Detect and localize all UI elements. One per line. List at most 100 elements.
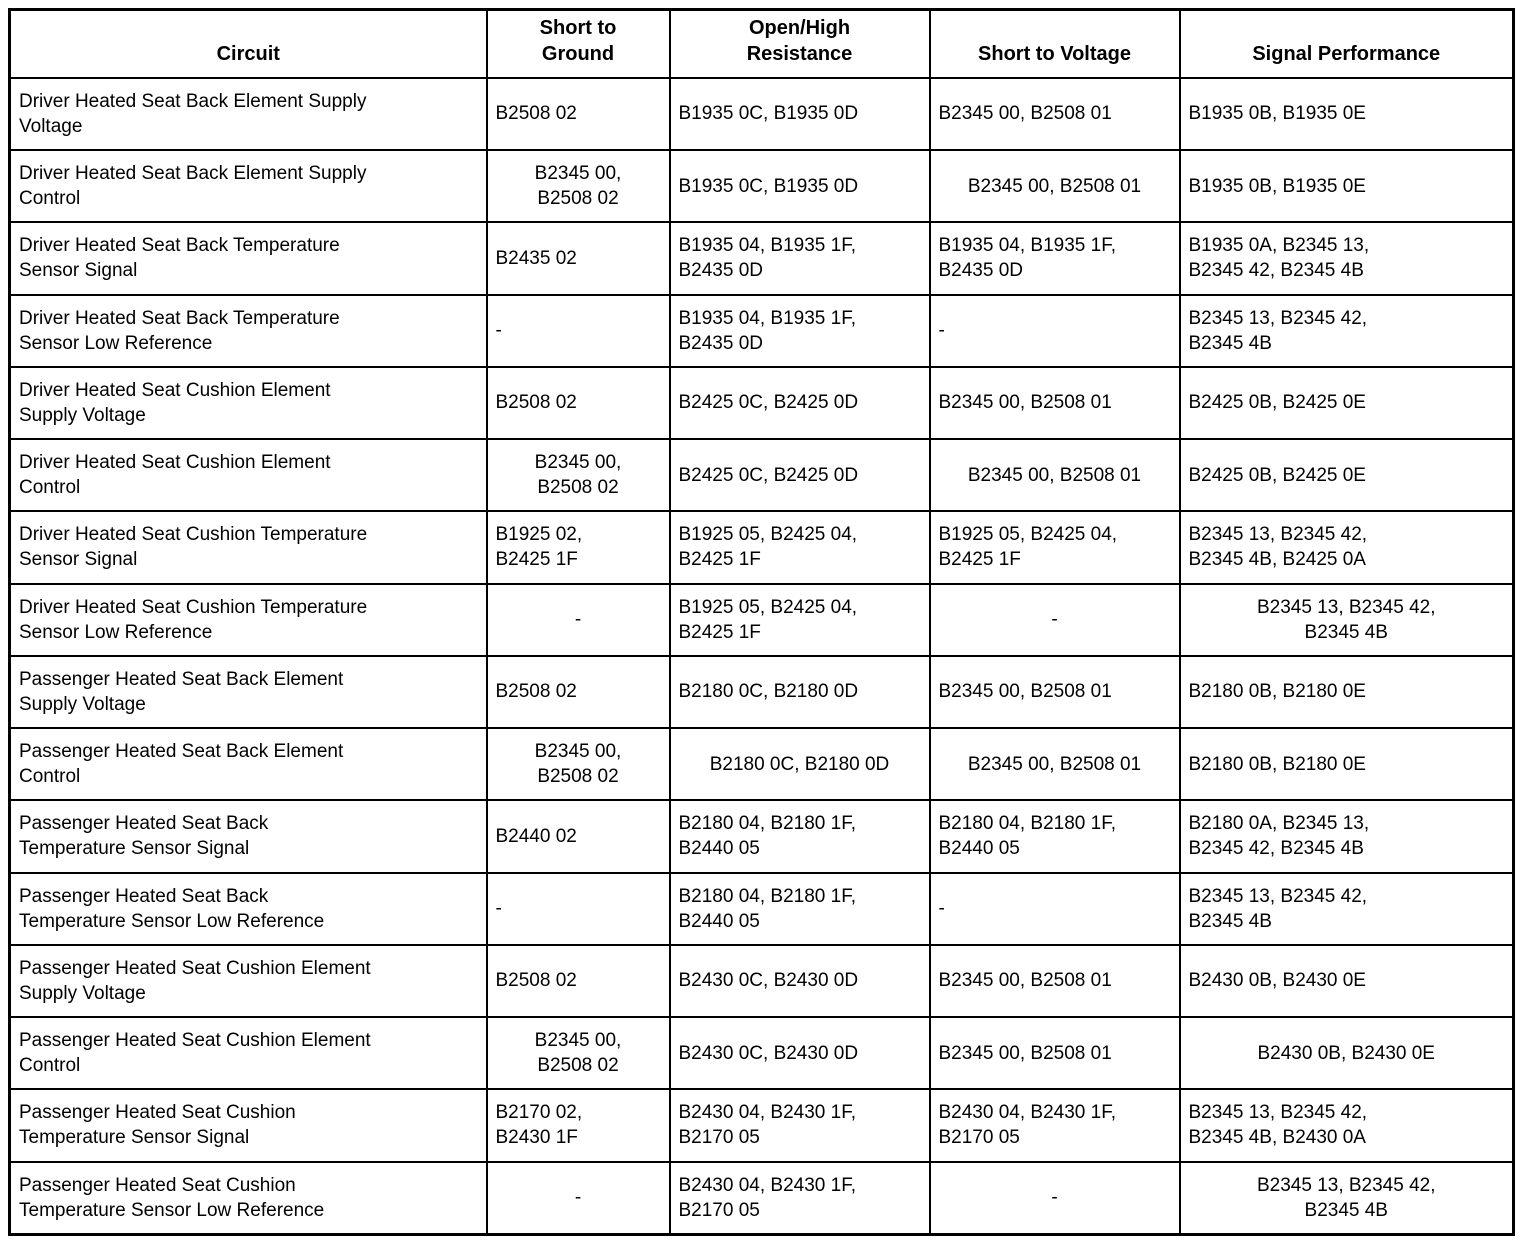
column-header-1: Short to Ground	[485, 8, 671, 79]
dtc-cell: -	[485, 1160, 671, 1236]
circuit-cell: Driver Heated Seat Back Temperature Sens…	[8, 221, 488, 296]
dtc-cell: B2180 0A, B2345 13, B2345 42, B2345 4B	[1178, 799, 1515, 874]
circuit-cell: Passenger Heated Seat Back Element Contr…	[8, 727, 488, 802]
dtc-cell: B2180 0B, B2180 0E	[1178, 654, 1515, 730]
dtc-cell: -	[928, 293, 1181, 368]
dtc-cell: B2508 02	[485, 654, 671, 730]
dtc-cell: B1935 0C, B1935 0D	[668, 76, 931, 152]
dtc-cell: -	[485, 582, 671, 657]
table-head: Circuit Short to Ground Open/High Resistan…	[8, 8, 1515, 79]
dtc-cell: B2345 00, B2508 02	[485, 727, 671, 802]
dtc-cell: B2345 00, B2508 01	[928, 654, 1181, 730]
dtc-cell: B2425 0C, B2425 0D	[668, 438, 931, 513]
dtc-cell: B2180 0C, B2180 0D	[668, 727, 931, 802]
circuit-cell: Passenger Heated Seat Cushion Element Co…	[8, 1016, 488, 1091]
table-row: Passenger Heated Seat Cushion Temperatur…	[8, 1160, 1515, 1236]
dtc-cell: B2180 04, B2180 1F, B2440 05	[668, 799, 931, 874]
circuit-cell: Passenger Heated Seat Cushion Temperatur…	[8, 1088, 488, 1163]
table-row: Passenger Heated Seat Back Temperature S…	[8, 871, 1515, 946]
circuit-cell: Driver Heated Seat Cushion Temperature S…	[8, 510, 488, 585]
dtc-cell: B2180 0B, B2180 0E	[1178, 727, 1515, 802]
dtc-cell: B2430 0C, B2430 0D	[668, 1016, 931, 1091]
table-row: Driver Heated Seat Cushion Element Suppl…	[8, 365, 1515, 441]
table-body: Driver Heated Seat Back Element Supply V…	[8, 76, 1515, 1236]
dtc-cell: -	[485, 293, 671, 368]
dtc-cell: B2430 0B, B2430 0E	[1178, 1016, 1515, 1091]
dtc-cell: B2430 0B, B2430 0E	[1178, 943, 1515, 1019]
dtc-cell: B2345 00, B2508 01	[928, 438, 1181, 513]
dtc-cell: B2180 04, B2180 1F, B2440 05	[668, 871, 931, 946]
dtc-cell: B1935 0B, B1935 0E	[1178, 76, 1515, 152]
dtc-cell: B2345 13, B2345 42, B2345 4B	[1178, 293, 1515, 368]
dtc-cell: B2508 02	[485, 943, 671, 1019]
table-row: Driver Heated Seat Back Element Supply C…	[8, 149, 1515, 224]
circuit-cell: Driver Heated Seat Cushion Element Contr…	[8, 438, 488, 513]
dtc-cell: B1935 0B, B1935 0E	[1178, 149, 1515, 224]
dtc-cell: B2345 00, B2508 01	[928, 149, 1181, 224]
dtc-cell: B2170 02, B2430 1F	[485, 1088, 671, 1163]
dtc-cell: B2430 04, B2430 1F, B2170 05	[928, 1088, 1181, 1163]
table-row: Passenger Heated Seat Cushion Element Co…	[8, 1016, 1515, 1091]
dtc-cell: B2345 00, B2508 01	[928, 1016, 1181, 1091]
table-row: Passenger Heated Seat Back Element Contr…	[8, 727, 1515, 802]
dtc-cell: B2430 04, B2430 1F, B2170 05	[668, 1088, 931, 1163]
dtc-cell: B2345 00, B2508 01	[928, 943, 1181, 1019]
circuit-cell: Driver Heated Seat Cushion Element Suppl…	[8, 365, 488, 441]
circuit-cell: Passenger Heated Seat Cushion Temperatur…	[8, 1160, 488, 1236]
dtc-cell: B2425 0C, B2425 0D	[668, 365, 931, 441]
dtc-cell: B2508 02	[485, 365, 671, 441]
dtc-cell: B2345 00, B2508 01	[928, 76, 1181, 152]
dtc-cell: -	[928, 582, 1181, 657]
table-row: Driver Heated Seat Cushion Temperature S…	[8, 510, 1515, 585]
column-header-4: Signal Performance	[1178, 8, 1515, 79]
dtc-cell: B1925 05, B2425 04, B2425 1F	[668, 510, 931, 585]
dtc-cell: B2430 0C, B2430 0D	[668, 943, 931, 1019]
circuit-cell: Driver Heated Seat Back Temperature Sens…	[8, 293, 488, 368]
dtc-table: Circuit Short to Ground Open/High Resistan…	[8, 8, 1515, 1236]
dtc-cell: B2435 02	[485, 221, 671, 296]
circuit-cell: Passenger Heated Seat Back Element Suppl…	[8, 654, 488, 730]
column-header-3: Short to Voltage	[928, 8, 1181, 79]
table-row: Passenger Heated Seat Back Temperature S…	[8, 799, 1515, 874]
dtc-cell: B1925 05, B2425 04, B2425 1F	[928, 510, 1181, 585]
dtc-cell: B1935 04, B1935 1F, B2435 0D	[928, 221, 1181, 296]
table-row: Driver Heated Seat Cushion Element Contr…	[8, 438, 1515, 513]
dtc-cell: B1935 0A, B2345 13, B2345 42, B2345 4B	[1178, 221, 1515, 296]
dtc-cell: -	[485, 871, 671, 946]
table-row: Passenger Heated Seat Cushion Element Su…	[8, 943, 1515, 1019]
dtc-cell: B2345 13, B2345 42, B2345 4B, B2430 0A	[1178, 1088, 1515, 1163]
dtc-cell: B2508 02	[485, 76, 671, 152]
dtc-cell: B2180 0C, B2180 0D	[668, 654, 931, 730]
column-header-0: Circuit	[8, 8, 488, 79]
circuit-cell: Driver Heated Seat Back Element Supply V…	[8, 76, 488, 152]
table-row: Driver Heated Seat Back Temperature Sens…	[8, 221, 1515, 296]
table-row: Driver Heated Seat Back Element Supply V…	[8, 76, 1515, 152]
dtc-cell: B2345 00, B2508 02	[485, 149, 671, 224]
column-header-2: Open/High Resistance	[668, 8, 931, 79]
dtc-cell: B2345 00, B2508 01	[928, 727, 1181, 802]
dtc-cell: B2440 02	[485, 799, 671, 874]
dtc-cell: B2345 00, B2508 02	[485, 1016, 671, 1091]
circuit-cell: Driver Heated Seat Back Element Supply C…	[8, 149, 488, 224]
dtc-cell: -	[928, 871, 1181, 946]
table-row: Driver Heated Seat Back Temperature Sens…	[8, 293, 1515, 368]
circuit-cell: Driver Heated Seat Cushion Temperature S…	[8, 582, 488, 657]
dtc-cell: B2345 00, B2508 02	[485, 438, 671, 513]
dtc-cell: B2345 13, B2345 42, B2345 4B, B2425 0A	[1178, 510, 1515, 585]
dtc-cell: B2425 0B, B2425 0E	[1178, 365, 1515, 441]
dtc-cell: B2345 00, B2508 01	[928, 365, 1181, 441]
dtc-cell: B2430 04, B2430 1F, B2170 05	[668, 1160, 931, 1236]
dtc-cell: B2345 13, B2345 42, B2345 4B	[1178, 871, 1515, 946]
dtc-cell: B1925 05, B2425 04, B2425 1F	[668, 582, 931, 657]
dtc-cell: B2425 0B, B2425 0E	[1178, 438, 1515, 513]
table-row: Driver Heated Seat Cushion Temperature S…	[8, 582, 1515, 657]
dtc-cell: B2345 13, B2345 42, B2345 4B	[1178, 1160, 1515, 1236]
dtc-cell: B2345 13, B2345 42, B2345 4B	[1178, 582, 1515, 657]
dtc-cell: B2180 04, B2180 1F, B2440 05	[928, 799, 1181, 874]
dtc-cell: B1925 02, B2425 1F	[485, 510, 671, 585]
circuit-cell: Passenger Heated Seat Back Temperature S…	[8, 799, 488, 874]
circuit-cell: Passenger Heated Seat Cushion Element Su…	[8, 943, 488, 1019]
dtc-cell: B1935 04, B1935 1F, B2435 0D	[668, 221, 931, 296]
table-row: Passenger Heated Seat Cushion Temperatur…	[8, 1088, 1515, 1163]
